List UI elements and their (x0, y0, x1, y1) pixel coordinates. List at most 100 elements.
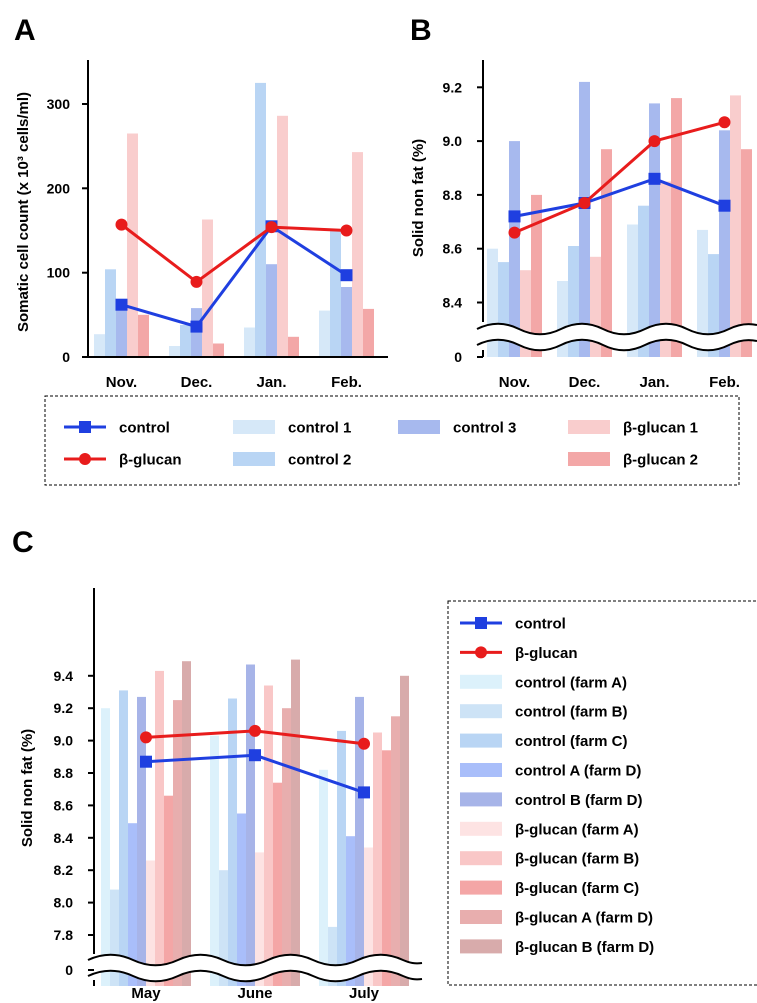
panel-c-bar-beta-glucan-farm-a-may (146, 860, 155, 986)
panel-b-bar-control-3-dec (579, 81, 590, 358)
legend-c-item-control-marker (475, 617, 487, 629)
panel-c-y-label: Solid non fat (%) (19, 729, 36, 847)
panel-b-bar-control-3-jan (649, 103, 660, 358)
panel-c-lines (140, 724, 370, 799)
panel-c-marker-control-july (358, 786, 370, 799)
panel-c-bar-beta-glucan-farm-c-june (273, 782, 282, 986)
legend-ab-item-control-3-swatch (398, 420, 440, 434)
panel-c-bar-control-farm-c-july (337, 730, 346, 986)
panel-c-marker-control-june (249, 749, 261, 762)
panel-c-y-tick-label: 8.4 (54, 830, 74, 846)
panel-b-break-line-bottom (476, 338, 757, 352)
panel-b-bar-control-2-dec (568, 246, 579, 357)
panel-c-bar-beta-glucan-b-farm-d-may (182, 661, 191, 986)
panel-b-marker-control-nov (508, 210, 521, 223)
panel-a-bar-control-1-nov (94, 334, 105, 357)
legend-ab-frame (44, 395, 740, 486)
panel-a-bar-beta-glucan-1-feb (352, 152, 363, 357)
legend-ab-item-control-2-label: control 2 (288, 452, 351, 469)
panel-b-letter: B (410, 14, 432, 47)
panel-c-bar-control-b-farm-d-may (137, 696, 146, 986)
panel-a-line-control (121, 224, 348, 329)
panel-a-bar-control-2-feb (330, 230, 341, 357)
panel-b-bar-beta-glucan-2-jan (671, 98, 682, 357)
legend-c-item-beta-glucan-label: β-glucan (515, 645, 578, 662)
panel-a-y-tick-label: 300 (47, 96, 71, 112)
panel-a-x-label: Nov. (106, 374, 137, 391)
panel-c-y-tick-label: 9.4 (54, 668, 74, 684)
panel-a-bar-beta-glucan-2-jan (288, 336, 299, 357)
legend-ab-item-beta-glucan-1-swatch (568, 420, 610, 434)
legend-ab-item-control-label: control (119, 420, 170, 437)
panel-a-bar-control-2-dec (180, 325, 191, 357)
panel-b-x-label: Nov. (499, 374, 530, 391)
legend-c-item-control-farm-c-label: control (farm C) (515, 733, 628, 750)
panel-c-bar-control-farm-a-june (210, 735, 219, 986)
legend-c-item-beta-glucan-a-farm-d-swatch (460, 910, 502, 924)
legend-ab-item-control-1-swatch (233, 420, 275, 434)
panel-b-marker-control-feb (718, 199, 731, 212)
panel-a-bar-beta-glucan-1-dec (202, 219, 213, 357)
legend-ab-item-control-marker (79, 421, 91, 433)
panel-a-bar-control-3-jan (266, 264, 277, 357)
panel-c-bar-beta-glucan-b-farm-d-july (400, 675, 409, 986)
panel-a-bar-control-3-nov (116, 302, 127, 357)
panel-a-marker-control-dec (190, 320, 203, 333)
panel-b-bar-beta-glucan-2-nov (531, 194, 542, 357)
panel-c-bar-beta-glucan-farm-b-july (373, 732, 382, 986)
panel-c-x-label: May (131, 985, 161, 1002)
panel-c-bar-control-a-farm-d-july (346, 836, 355, 986)
panel-b-marker-beta-glucan-nov (508, 226, 521, 239)
legend-ab-item-beta-glucan-2-swatch (568, 452, 610, 466)
panel-a-marker-control-feb (340, 269, 353, 282)
legend-ab-item-control-2-swatch (233, 452, 275, 466)
panel-a-bar-control-1-jan (244, 327, 255, 357)
panel-c-break-line-bottom (87, 969, 423, 983)
legend-c-item-beta-glucan-farm-a-label: β-glucan (farm A) (515, 821, 639, 838)
legend-c-item-beta-glucan-marker (475, 646, 487, 659)
panel-b-bar-control-2-jan (638, 205, 649, 357)
panel-a-letter: A (14, 14, 36, 47)
panel-c-y-tick-label: 8.6 (54, 797, 74, 813)
panel-c-y-tick-label: 0 (65, 962, 73, 978)
panel-b-y-tick-label: 0 (454, 349, 462, 365)
panel-b-bar-beta-glucan-2-dec (601, 149, 612, 357)
panel-a-x-label: Jan. (256, 374, 286, 391)
legend-ab-item-beta-glucan-marker (79, 453, 91, 465)
legend-c-item-control-farm-a-label: control (farm A) (515, 674, 627, 691)
panel-a-bar-control-3-feb (341, 287, 352, 357)
legend-c-item-control-a-farm-d-label: control A (farm D) (515, 763, 641, 780)
legend-c-item-control-farm-b-label: control (farm B) (515, 704, 628, 721)
panel-c-bar-beta-glucan-a-farm-d-july (391, 716, 400, 986)
panel-a-bar-control-2-nov (105, 269, 116, 357)
panel-a-marker-beta-glucan-dec (190, 275, 203, 288)
legend-c-item-control-b-farm-d-label: control B (farm D) (515, 792, 643, 809)
panel-c-marker-control-may (140, 755, 152, 768)
panel-a-marker-beta-glucan-feb (340, 224, 353, 237)
panel-a-bar-beta-glucan-2-dec (213, 343, 224, 357)
panel-b-bar-beta-glucan-2-feb (741, 149, 752, 357)
legend-ab-item-control-3-label: control 3 (453, 420, 516, 437)
panel-a-y-tick-label: 0 (62, 349, 70, 365)
panel-a-bar-beta-glucan-2-feb (363, 308, 374, 357)
panel-c-bar-beta-glucan-farm-c-may (164, 795, 173, 986)
panel-b-x-labels: Nov. Dec. Jan. Feb. (499, 374, 740, 391)
panel-c-bar-control-farm-b-may (110, 889, 119, 986)
legend-ab-item-beta-glucan-1-label: β-glucan 1 (623, 420, 698, 437)
panel-a-bars (94, 82, 374, 358)
panel-b-y-tick-label: 9.0 (443, 133, 463, 149)
panel-b-line-control (514, 177, 726, 218)
legend-c-item-beta-glucan-farm-c-label: β-glucan (farm C) (515, 880, 639, 897)
legend-c-item-beta-glucan-farm-c-swatch (460, 880, 502, 895)
panel-c-marker-beta-glucan-may (140, 731, 152, 744)
panel-c-bar-control-farm-a-may (101, 708, 110, 986)
panel-c-ticks: 0 7.8 8.0 8.2 8.4 8.6 8.8 9.0 9.2 9.4 (54, 668, 94, 978)
panel-b: B 0 8.4 8.6 8.8 9.0 9.2 Nov. Dec. Jan. Feb. Soli… (410, 14, 757, 391)
panel-c-break-line-top (87, 953, 423, 967)
panel-b-bar-beta-glucan-1-feb (730, 95, 741, 358)
panel-c-y-tick-label: 8.2 (54, 862, 74, 878)
panel-b-ticks: 0 8.4 8.6 8.8 9.0 9.2 (443, 79, 483, 365)
legend-ab-item-beta-glucan-label: β-glucan (119, 452, 182, 469)
panel-a-y-tick-label: 100 (47, 265, 71, 281)
legend-ab: control β-glucan control 1 control 2 control… (44, 395, 740, 486)
